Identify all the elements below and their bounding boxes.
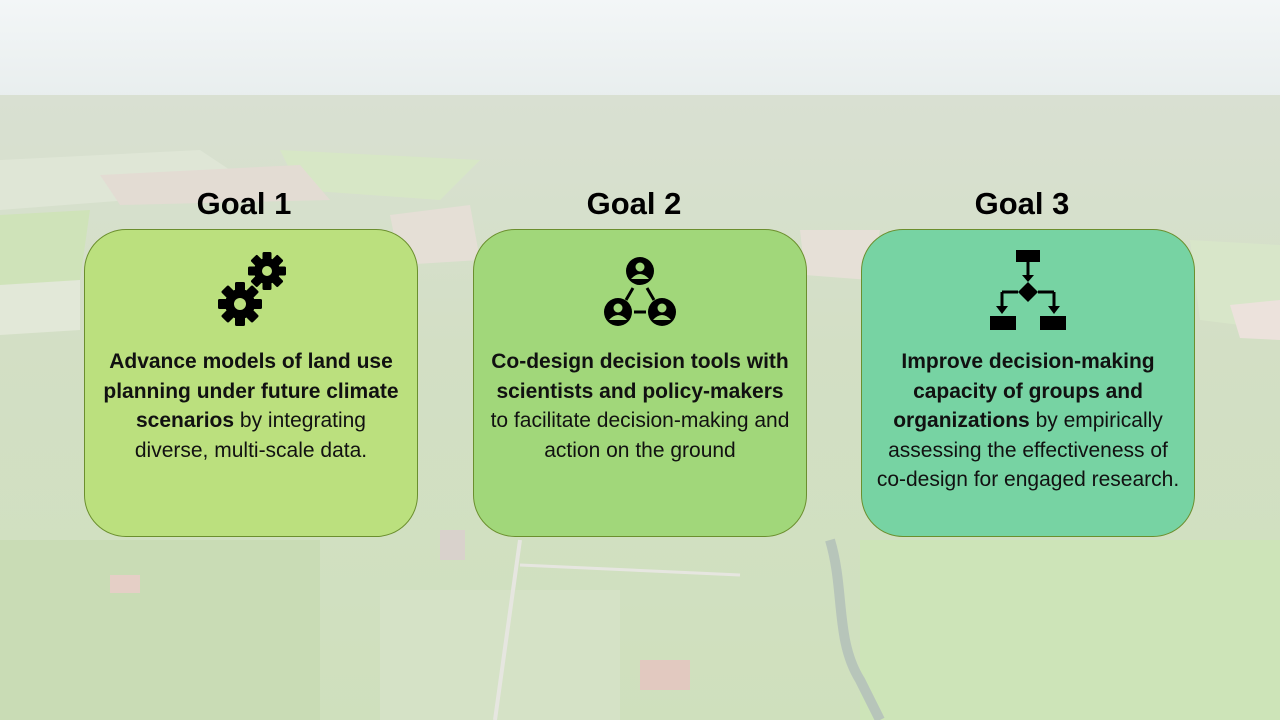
goal-3-card: Improve decision-making capacity of grou… [861, 229, 1195, 537]
flowchart-icon [988, 248, 1068, 337]
goal-3-bold-text: Improve decision-making capacity of grou… [893, 350, 1155, 432]
goal-2-card: Co-design decision tools with scientists… [473, 229, 807, 537]
goal-3-text: by empirically assessing the effectivene… [876, 409, 1180, 491]
goal-2-description: Co-design decision tools with scientists… [488, 347, 792, 465]
people-network-icon [598, 254, 682, 333]
goal-2-text: to facilitate decision-making and action… [490, 409, 790, 462]
goal-1-text: by integrating diverse, multi-scale data… [134, 409, 368, 462]
goal-1-card: Advance models of land use planning unde… [84, 229, 418, 537]
goal-1-bold-text: Advance models of land use planning unde… [103, 350, 399, 432]
goal-1-title: Goal 1 [196, 186, 292, 221]
goal-2-title: Goal 2 [586, 186, 682, 221]
goal-3-title: Goal 3 [974, 186, 1070, 221]
goal-2-bold-text: Co-design decision tools with scientists… [491, 350, 789, 403]
goal-3-description: Improve decision-making capacity of grou… [876, 347, 1180, 495]
goal-1-description: Advance models of land use planning unde… [99, 347, 403, 465]
gears-icon [214, 248, 288, 339]
